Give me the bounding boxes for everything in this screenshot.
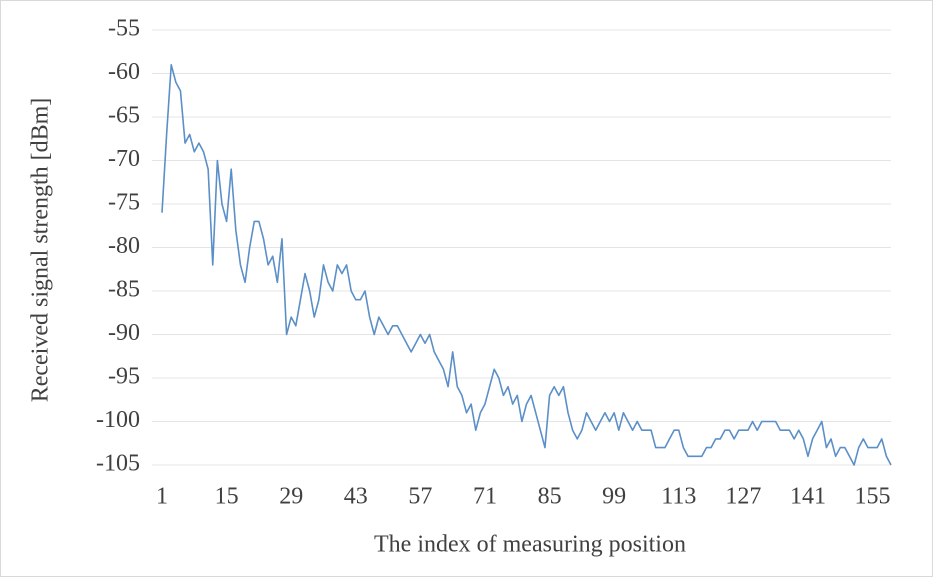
- x-axis-label: The index of measuring position: [374, 532, 686, 558]
- x-tick-label: 113: [661, 484, 696, 510]
- x-tick-label: 99: [602, 484, 626, 510]
- y-tick-label: -90: [108, 320, 140, 346]
- y-axis-label: Received signal strength [dBm]: [28, 98, 54, 403]
- y-tick-label: -95: [108, 364, 140, 390]
- y-tick-label: -75: [108, 190, 140, 216]
- x-tick-label: 1: [156, 484, 168, 510]
- y-tick-label: -80: [108, 233, 140, 259]
- x-tick-label: 155: [855, 484, 891, 510]
- data-line: [161, 64, 892, 466]
- x-tick-label: 127: [725, 484, 761, 510]
- y-tick-label: -55: [108, 16, 140, 42]
- y-tick-label: -85: [108, 277, 140, 303]
- y-tick-label: -65: [108, 103, 140, 129]
- y-tick-label: -60: [108, 59, 140, 85]
- x-tick-label: 141: [790, 484, 826, 510]
- y-tick-label: -105: [96, 451, 140, 477]
- x-tick-label: 43: [344, 484, 368, 510]
- x-tick-label: 57: [408, 484, 432, 510]
- y-tick-label: -70: [108, 146, 140, 172]
- x-tick-label: 85: [538, 484, 562, 510]
- x-tick-label: 29: [279, 484, 303, 510]
- x-tick-label: 71: [473, 484, 497, 510]
- x-tick-label: 15: [215, 484, 239, 510]
- y-tick-label: -100: [96, 407, 140, 433]
